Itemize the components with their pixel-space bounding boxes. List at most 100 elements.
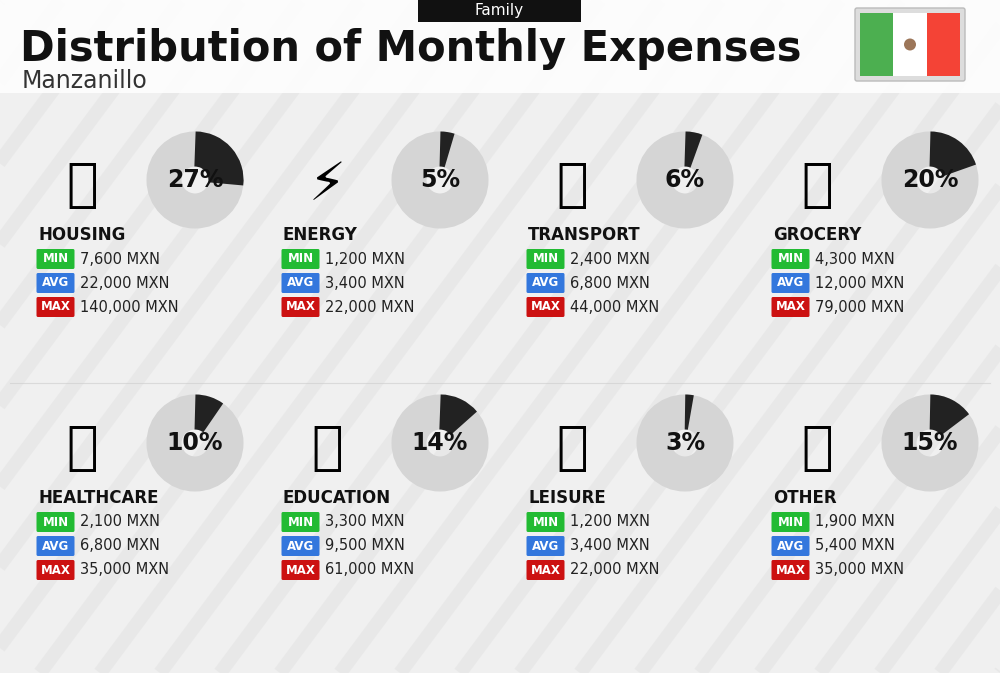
Text: 61,000 MXN: 61,000 MXN xyxy=(325,563,414,577)
FancyBboxPatch shape xyxy=(36,249,74,269)
Text: ENERGY: ENERGY xyxy=(283,226,358,244)
FancyBboxPatch shape xyxy=(772,536,810,556)
Text: AVG: AVG xyxy=(42,540,69,553)
Text: AVG: AVG xyxy=(777,540,804,553)
Text: 27%: 27% xyxy=(167,168,223,192)
FancyBboxPatch shape xyxy=(282,297,320,317)
FancyBboxPatch shape xyxy=(526,273,564,293)
FancyBboxPatch shape xyxy=(772,297,810,317)
FancyBboxPatch shape xyxy=(0,0,1000,93)
Text: 🎓: 🎓 xyxy=(311,422,343,474)
FancyBboxPatch shape xyxy=(772,273,810,293)
Text: 🩺: 🩺 xyxy=(66,422,98,474)
Text: 35,000 MXN: 35,000 MXN xyxy=(815,563,904,577)
Text: 9,500 MXN: 9,500 MXN xyxy=(325,538,405,553)
Text: MIN: MIN xyxy=(777,516,804,528)
Text: EDUCATION: EDUCATION xyxy=(283,489,391,507)
Text: 1,200 MXN: 1,200 MXN xyxy=(325,252,405,267)
Text: 🛍: 🛍 xyxy=(556,422,588,474)
Text: 2,100 MXN: 2,100 MXN xyxy=(80,514,160,530)
Text: HOUSING: HOUSING xyxy=(38,226,125,244)
FancyBboxPatch shape xyxy=(282,512,320,532)
Text: 5,400 MXN: 5,400 MXN xyxy=(815,538,895,553)
Text: MAX: MAX xyxy=(531,563,560,577)
Text: 15%: 15% xyxy=(902,431,958,455)
Circle shape xyxy=(904,38,916,50)
Text: TRANSPORT: TRANSPORT xyxy=(528,226,641,244)
Text: 💰: 💰 xyxy=(801,422,833,474)
Text: 3,400 MXN: 3,400 MXN xyxy=(570,538,650,553)
Text: 4,300 MXN: 4,300 MXN xyxy=(815,252,895,267)
Text: 140,000 MXN: 140,000 MXN xyxy=(80,299,179,314)
Text: 3,400 MXN: 3,400 MXN xyxy=(325,275,405,291)
FancyBboxPatch shape xyxy=(772,560,810,580)
Text: 6%: 6% xyxy=(665,168,705,192)
Bar xyxy=(893,13,927,76)
Text: 🚌: 🚌 xyxy=(556,159,588,211)
Text: 35,000 MXN: 35,000 MXN xyxy=(80,563,169,577)
Text: MIN: MIN xyxy=(532,516,559,528)
FancyBboxPatch shape xyxy=(772,249,810,269)
FancyBboxPatch shape xyxy=(282,560,320,580)
Text: AVG: AVG xyxy=(42,277,69,289)
FancyBboxPatch shape xyxy=(36,560,74,580)
FancyBboxPatch shape xyxy=(772,512,810,532)
Text: 22,000 MXN: 22,000 MXN xyxy=(570,563,660,577)
Text: 22,000 MXN: 22,000 MXN xyxy=(325,299,415,314)
Text: MIN: MIN xyxy=(532,252,559,266)
FancyBboxPatch shape xyxy=(282,273,320,293)
Text: AVG: AVG xyxy=(777,277,804,289)
Text: 12,000 MXN: 12,000 MXN xyxy=(815,275,904,291)
Text: MAX: MAX xyxy=(286,563,315,577)
Text: MAX: MAX xyxy=(776,563,805,577)
Bar xyxy=(860,13,893,76)
Text: AVG: AVG xyxy=(287,540,314,553)
FancyBboxPatch shape xyxy=(36,273,74,293)
Text: AVG: AVG xyxy=(287,277,314,289)
Text: MIN: MIN xyxy=(42,252,69,266)
Bar xyxy=(927,13,960,76)
Text: 7,600 MXN: 7,600 MXN xyxy=(80,252,160,267)
Text: 22,000 MXN: 22,000 MXN xyxy=(80,275,170,291)
Text: 3%: 3% xyxy=(665,431,705,455)
Text: MIN: MIN xyxy=(287,516,314,528)
Text: 1,200 MXN: 1,200 MXN xyxy=(570,514,650,530)
FancyBboxPatch shape xyxy=(526,249,564,269)
Text: 5%: 5% xyxy=(420,168,460,192)
FancyBboxPatch shape xyxy=(282,249,320,269)
FancyBboxPatch shape xyxy=(526,512,564,532)
FancyBboxPatch shape xyxy=(526,536,564,556)
Text: 🏢: 🏢 xyxy=(66,159,98,211)
FancyBboxPatch shape xyxy=(855,8,965,81)
Text: 79,000 MXN: 79,000 MXN xyxy=(815,299,904,314)
Text: GROCERY: GROCERY xyxy=(773,226,861,244)
FancyBboxPatch shape xyxy=(418,0,581,22)
Text: 6,800 MXN: 6,800 MXN xyxy=(570,275,650,291)
Text: 6,800 MXN: 6,800 MXN xyxy=(80,538,160,553)
Text: 10%: 10% xyxy=(167,431,223,455)
FancyBboxPatch shape xyxy=(526,560,564,580)
Text: 14%: 14% xyxy=(412,431,468,455)
Text: HEALTHCARE: HEALTHCARE xyxy=(38,489,158,507)
Text: MAX: MAX xyxy=(41,301,70,314)
FancyBboxPatch shape xyxy=(526,297,564,317)
Text: MIN: MIN xyxy=(777,252,804,266)
Text: OTHER: OTHER xyxy=(773,489,837,507)
Text: Manzanillo: Manzanillo xyxy=(22,69,148,93)
Text: MAX: MAX xyxy=(531,301,560,314)
Text: MAX: MAX xyxy=(286,301,315,314)
Text: AVG: AVG xyxy=(532,277,559,289)
Text: 1,900 MXN: 1,900 MXN xyxy=(815,514,895,530)
Text: 20%: 20% xyxy=(902,168,958,192)
Text: 44,000 MXN: 44,000 MXN xyxy=(570,299,659,314)
Text: AVG: AVG xyxy=(532,540,559,553)
FancyBboxPatch shape xyxy=(36,536,74,556)
Text: LEISURE: LEISURE xyxy=(528,489,606,507)
Text: MAX: MAX xyxy=(776,301,805,314)
Text: ⚡: ⚡ xyxy=(308,159,346,211)
Text: 3,300 MXN: 3,300 MXN xyxy=(325,514,405,530)
Text: Family: Family xyxy=(475,3,524,17)
Text: MIN: MIN xyxy=(287,252,314,266)
FancyBboxPatch shape xyxy=(36,512,74,532)
Text: MAX: MAX xyxy=(41,563,70,577)
